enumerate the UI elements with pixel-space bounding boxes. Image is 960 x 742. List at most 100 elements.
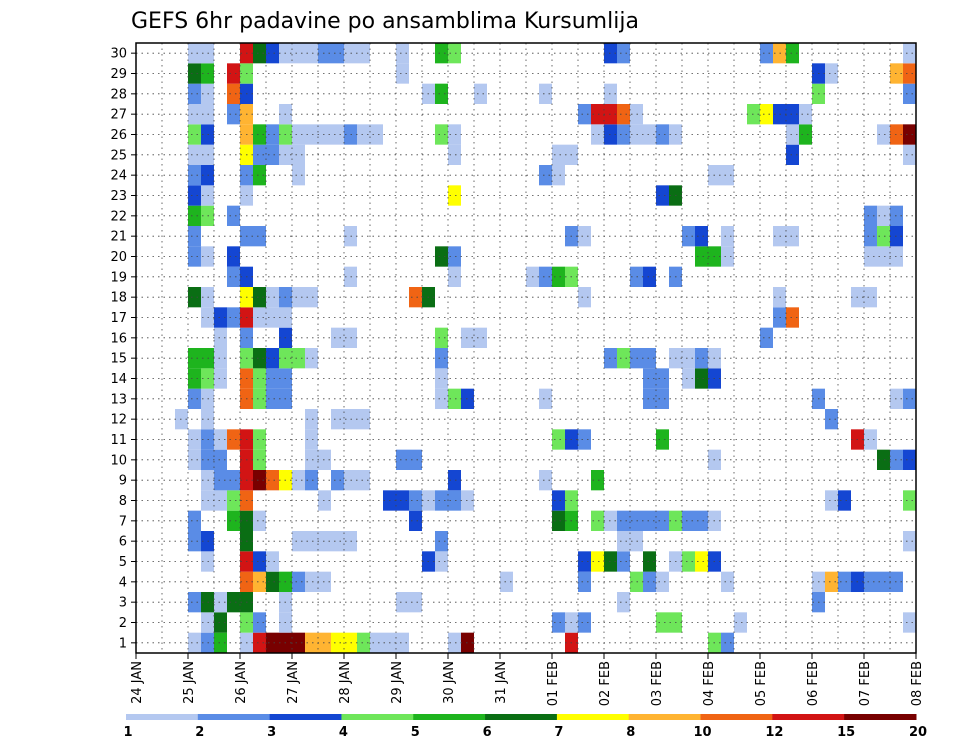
heatmap-cell bbox=[292, 348, 305, 369]
heatmap-cell bbox=[409, 490, 422, 511]
heatmap-cell bbox=[227, 246, 240, 267]
heatmap-cell bbox=[656, 185, 669, 206]
heatmap-cell bbox=[799, 124, 812, 145]
heatmap-cell bbox=[656, 368, 669, 389]
heatmap-cell bbox=[227, 592, 240, 613]
heatmap-cell bbox=[292, 531, 305, 552]
heatmap-cell bbox=[214, 348, 227, 369]
x-tick-label: 08 FEB bbox=[910, 661, 925, 706]
heatmap-cell bbox=[253, 449, 266, 470]
heatmap-cell bbox=[266, 348, 279, 369]
y-tick-label: 2 bbox=[119, 616, 127, 631]
heatmap-cell bbox=[253, 551, 266, 572]
x-tick-label: 05 FEB bbox=[754, 661, 769, 706]
y-tick-label: 15 bbox=[110, 352, 127, 367]
heatmap-cell bbox=[188, 185, 201, 206]
heatmap-cell bbox=[253, 571, 266, 592]
heatmap-cell bbox=[656, 429, 669, 450]
heatmap-cell bbox=[825, 571, 838, 592]
heatmap-cell bbox=[786, 124, 799, 145]
heatmap-cell bbox=[617, 43, 630, 64]
heatmap-cell bbox=[188, 124, 201, 145]
heatmap-cell bbox=[370, 124, 383, 145]
heatmap-cell bbox=[448, 266, 461, 287]
heatmap-cell bbox=[903, 63, 916, 84]
heatmap-cell bbox=[721, 632, 734, 653]
y-tick-label: 13 bbox=[110, 392, 127, 407]
heatmap-cell bbox=[357, 124, 370, 145]
heatmap-cell bbox=[188, 226, 201, 247]
heatmap-cell bbox=[396, 592, 409, 613]
heatmap-cell bbox=[227, 470, 240, 491]
heatmap-cell bbox=[552, 144, 565, 165]
heatmap-cell bbox=[266, 43, 279, 64]
y-tick-label: 4 bbox=[119, 575, 127, 590]
heatmap-cell bbox=[903, 531, 916, 552]
heatmap-cell bbox=[188, 287, 201, 308]
heatmap-cell bbox=[188, 449, 201, 470]
colorbar-label: 12 bbox=[765, 725, 783, 740]
heatmap-cell bbox=[682, 510, 695, 531]
heatmap-cell bbox=[435, 531, 448, 552]
x-tick-label: 07 FEB bbox=[858, 661, 873, 706]
heatmap-cell bbox=[643, 571, 656, 592]
y-tick-label: 3 bbox=[119, 596, 127, 611]
heatmap-cell bbox=[656, 612, 669, 633]
heatmap-cell bbox=[838, 490, 851, 511]
heatmap-cell bbox=[695, 226, 708, 247]
heatmap-cell bbox=[877, 571, 890, 592]
heatmap-cell bbox=[227, 266, 240, 287]
y-tick-label: 18 bbox=[110, 291, 127, 306]
heatmap-cell bbox=[552, 429, 565, 450]
heatmap-cell bbox=[695, 551, 708, 572]
heatmap-cell bbox=[539, 388, 552, 409]
heatmap-cell bbox=[591, 104, 604, 125]
heatmap-cell bbox=[903, 83, 916, 104]
colorbar-label: 20 bbox=[909, 725, 927, 740]
heatmap-cell bbox=[331, 124, 344, 145]
heatmap-cell bbox=[500, 571, 513, 592]
heatmap-cell bbox=[188, 632, 201, 653]
heatmap-cell bbox=[331, 632, 344, 653]
colorbar-swatch bbox=[126, 714, 199, 720]
x-tick-label: 01 FEB bbox=[546, 661, 561, 706]
heatmap-cell bbox=[188, 246, 201, 267]
y-axis: 1234567891011121314151617181920212223242… bbox=[110, 47, 136, 651]
colorbar-label: 15 bbox=[837, 725, 855, 740]
heatmap-cell bbox=[253, 612, 266, 633]
heatmap-cell bbox=[305, 287, 318, 308]
heatmap-cell bbox=[721, 226, 734, 247]
heatmap-cell bbox=[266, 144, 279, 165]
heatmap-cell bbox=[188, 104, 201, 125]
heatmap-cell bbox=[253, 144, 266, 165]
heatmap-cell bbox=[877, 226, 890, 247]
heatmap-cell bbox=[227, 429, 240, 450]
heatmap-cell bbox=[331, 43, 344, 64]
x-tick-label: 26 JAN bbox=[234, 661, 249, 704]
heatmap-cell bbox=[578, 287, 591, 308]
heatmap-cell bbox=[188, 531, 201, 552]
heatmap-cell bbox=[448, 632, 461, 653]
heatmap-cell bbox=[734, 612, 747, 633]
heatmap-cell bbox=[305, 409, 318, 430]
colorbar-label: 5 bbox=[411, 725, 420, 740]
heatmap-cell bbox=[656, 388, 669, 409]
heatmap-cell bbox=[578, 612, 591, 633]
heatmap-cell bbox=[656, 510, 669, 531]
heatmap-cell bbox=[448, 43, 461, 64]
heatmap-cell bbox=[396, 490, 409, 511]
colorbar-swatch bbox=[628, 714, 702, 720]
y-tick-label: 9 bbox=[119, 474, 127, 489]
heatmap-cell bbox=[617, 551, 630, 572]
y-tick-label: 24 bbox=[110, 169, 127, 184]
heatmap-cell bbox=[435, 83, 448, 104]
heatmap-cell bbox=[617, 531, 630, 552]
heatmap-cell bbox=[253, 429, 266, 450]
heatmap-cell bbox=[578, 429, 591, 450]
heatmap-cell bbox=[643, 266, 656, 287]
heatmap-cell bbox=[409, 592, 422, 613]
heatmap-cell bbox=[643, 510, 656, 531]
heatmap-cell bbox=[474, 327, 487, 348]
x-tick-label: 04 FEB bbox=[702, 661, 717, 706]
heatmap-cell bbox=[643, 368, 656, 389]
